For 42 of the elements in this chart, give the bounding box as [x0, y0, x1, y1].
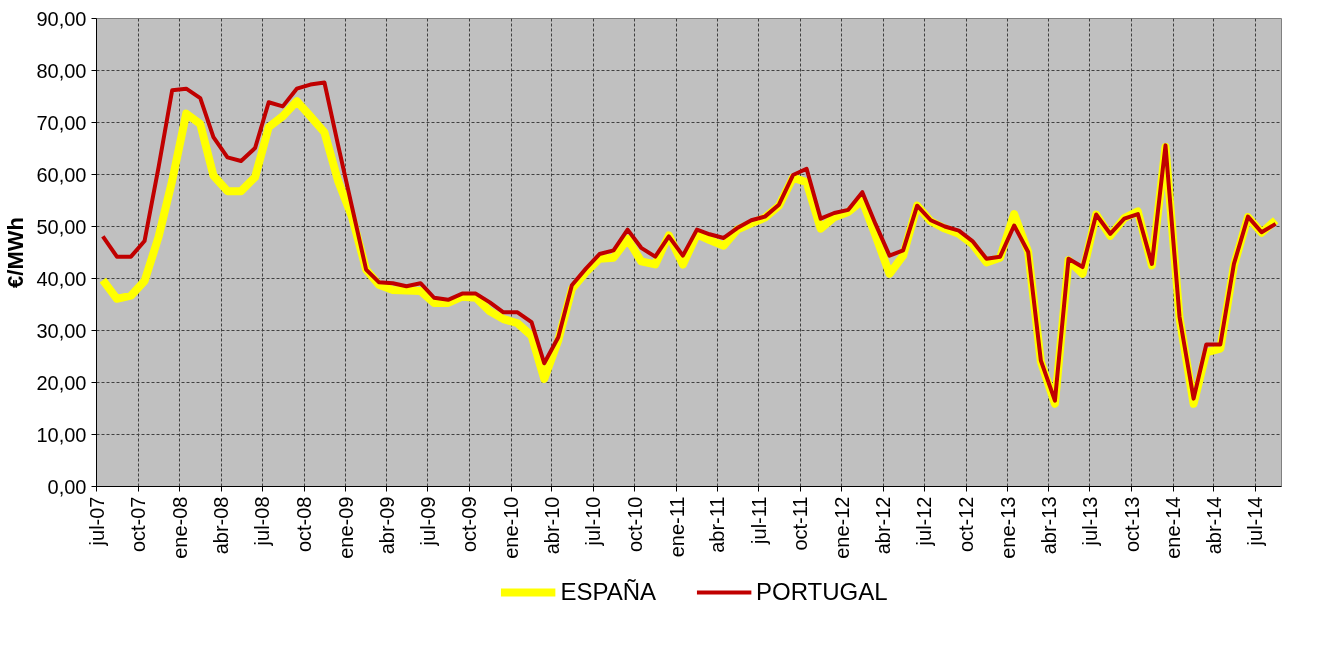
legend-label: PORTUGAL	[756, 578, 888, 606]
x-tick-label: abr-09	[375, 496, 398, 555]
x-tick-label: ene-12	[830, 496, 853, 559]
legend-label: ESPAÑA	[560, 578, 656, 606]
x-tick-label: ene-10	[500, 496, 523, 559]
y-tick-label: 70,00	[36, 111, 87, 134]
y-tick-label: 80,00	[36, 59, 87, 82]
x-tick-label: jul-07	[85, 496, 108, 547]
x-tick-label: jul-10	[582, 496, 605, 547]
x-tick-label: abr-10	[540, 496, 563, 555]
x-tick-label: abr-11	[706, 496, 729, 553]
y-tick-label: 40,00	[36, 267, 87, 290]
y-tick-label: 60,00	[36, 163, 87, 186]
x-tick-label: oct-12	[955, 496, 978, 553]
x-tick-label: ene-13	[996, 496, 1019, 559]
x-tick-label: abr-13	[1037, 496, 1060, 555]
x-tick-label: ene-09	[334, 496, 357, 559]
x-tick-label: ene-14	[1162, 496, 1185, 559]
y-tick-label: 0,00	[47, 475, 87, 498]
x-tick-label: jul-12	[913, 496, 936, 547]
x-tick-label: jul-08	[251, 496, 274, 547]
x-tick-label: ene-08	[168, 496, 191, 559]
y-tick-label: 10,00	[36, 423, 87, 446]
x-tick-label: jul-14	[1244, 496, 1267, 547]
x-tick-label: abr-14	[1202, 496, 1225, 555]
x-tick-label: abr-08	[210, 496, 233, 555]
x-tick-label: oct-08	[293, 496, 316, 553]
y-axis-title: €/MWh	[3, 217, 29, 288]
y-tick-label: 50,00	[36, 215, 87, 238]
y-tick-label: 30,00	[36, 319, 87, 342]
y-tick-label: 20,00	[36, 371, 87, 394]
x-tick-label: abr-12	[872, 496, 895, 555]
x-tick-label: oct-07	[127, 496, 150, 553]
x-tick-label: ene-11	[665, 496, 688, 558]
x-tick-label: oct-11	[789, 496, 812, 551]
x-tick-label: oct-13	[1120, 496, 1143, 553]
x-tick-label: jul-11	[747, 496, 770, 545]
x-tick-label: jul-13	[1078, 496, 1101, 547]
y-tick-label: 90,00	[36, 7, 87, 30]
x-tick-label: oct-09	[458, 496, 481, 553]
x-tick-label: jul-09	[416, 496, 439, 547]
x-tick-label: oct-10	[623, 496, 646, 553]
